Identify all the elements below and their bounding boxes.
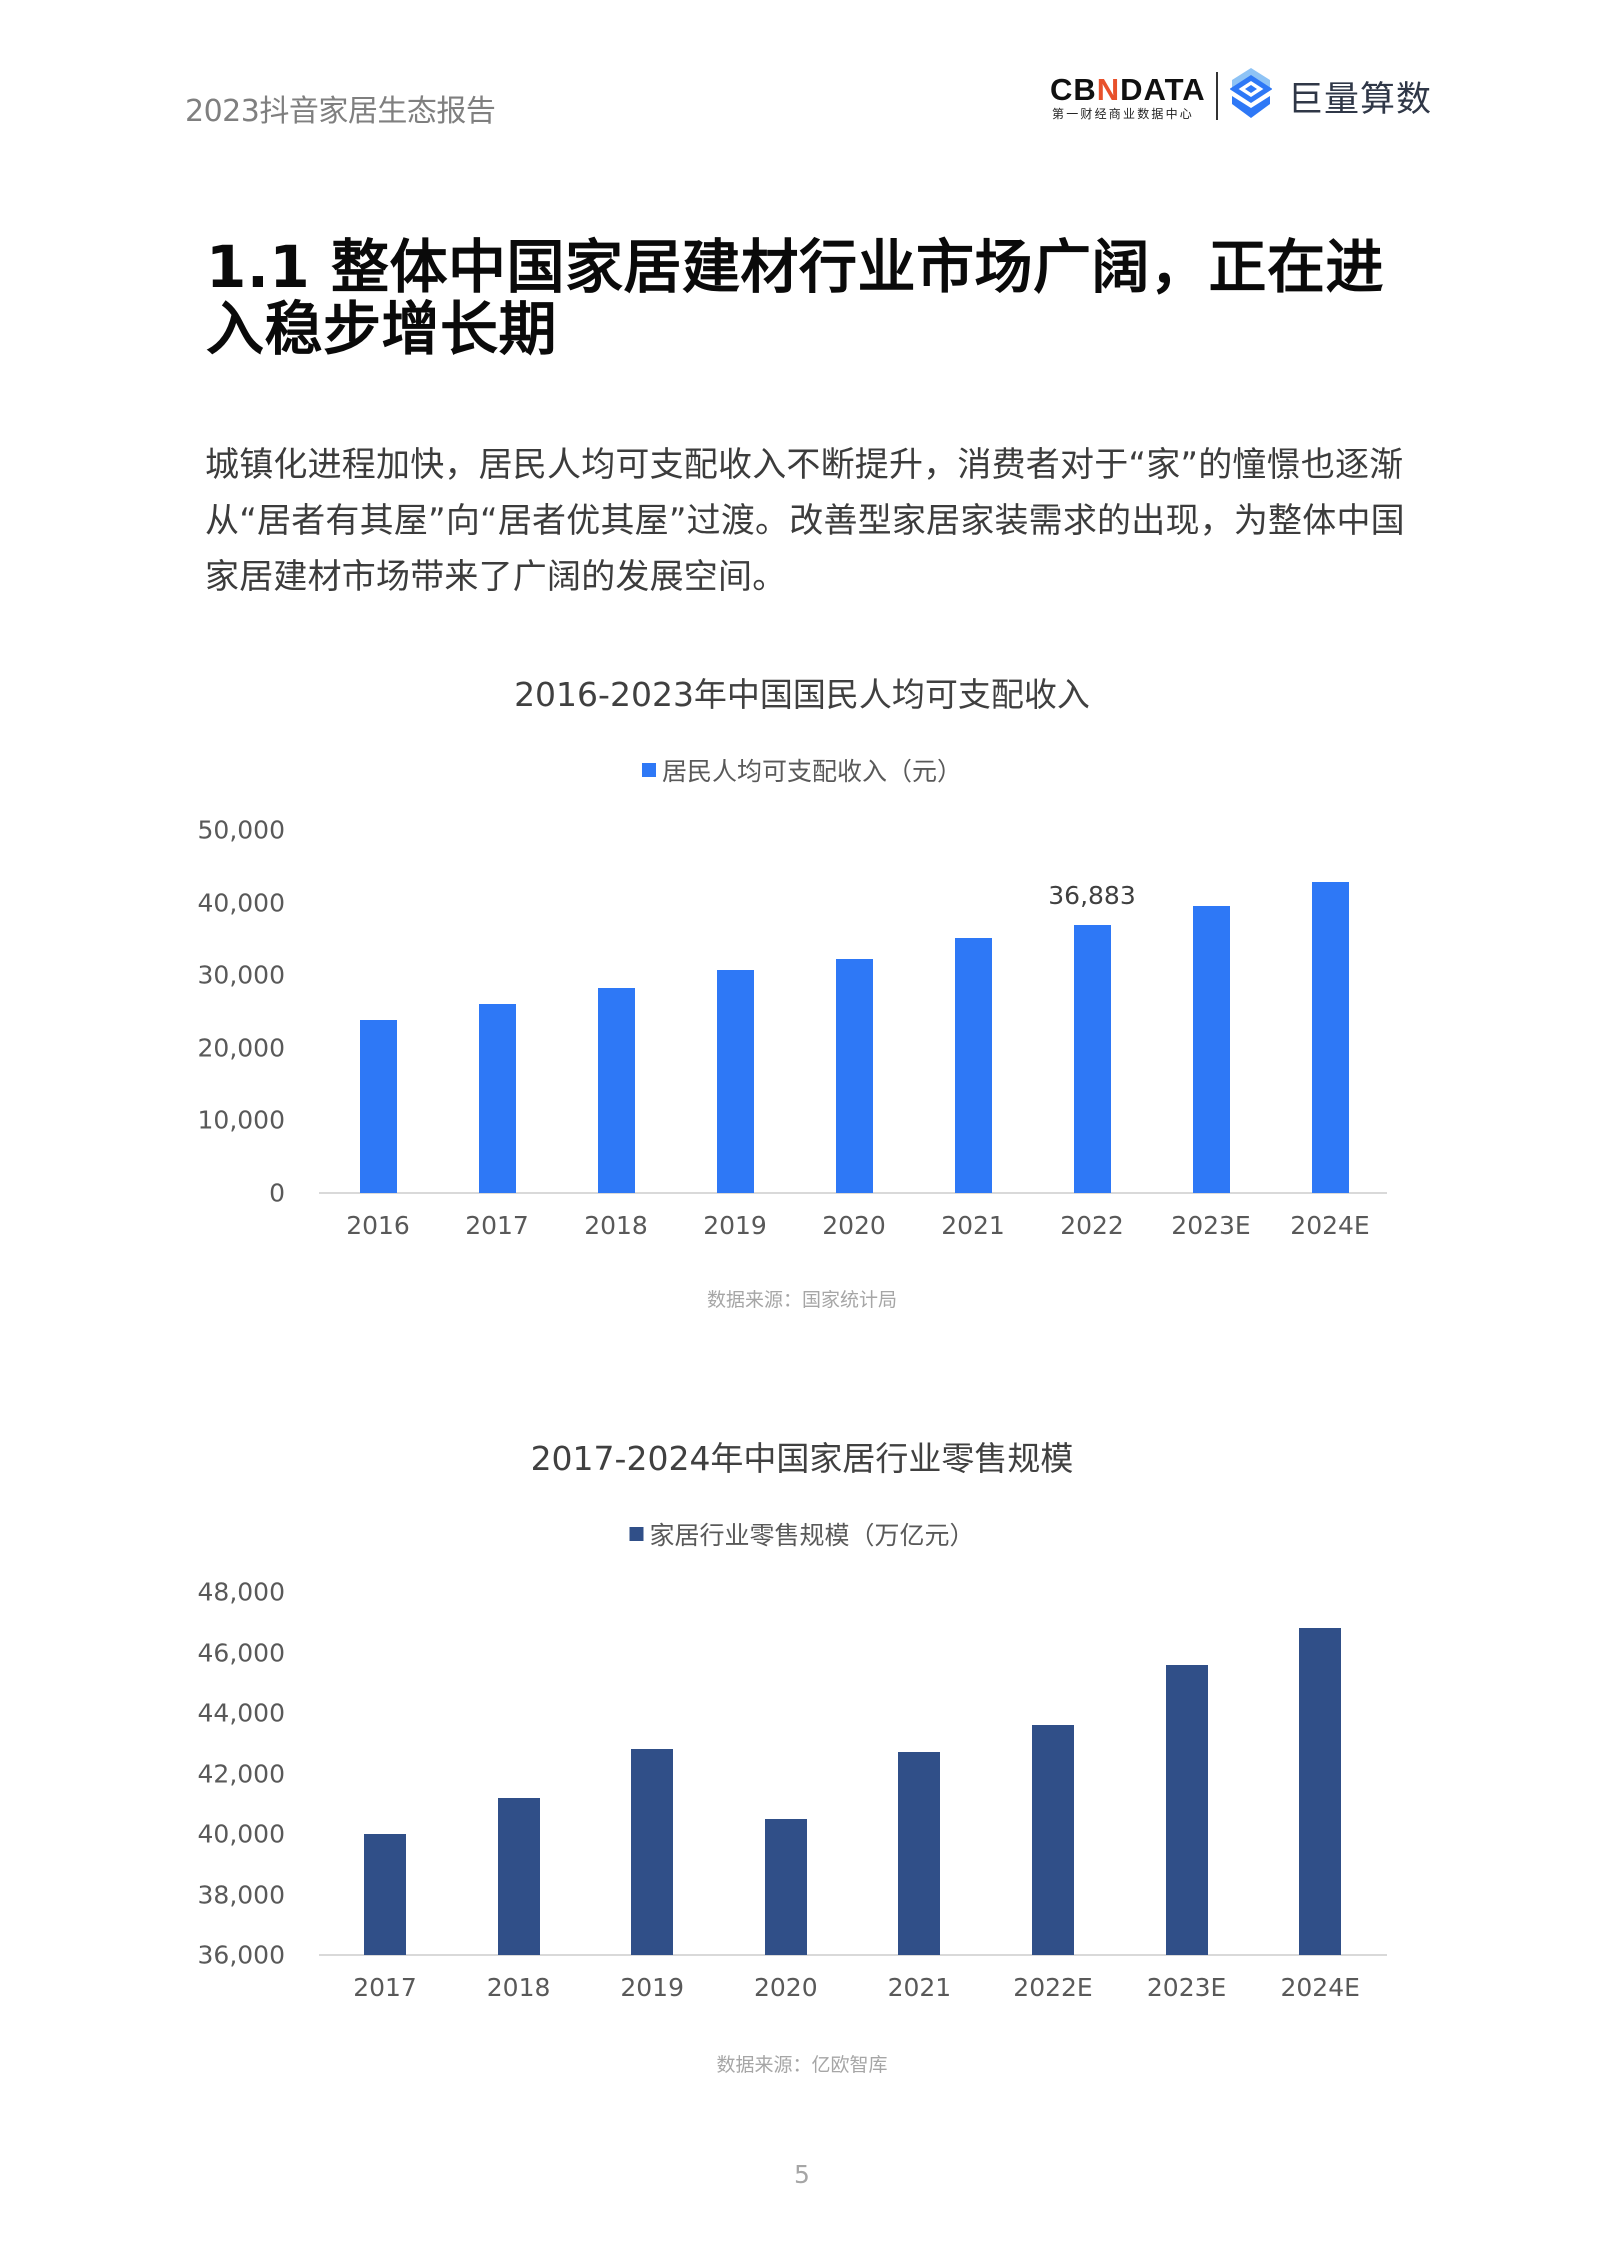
bar-2020: [835, 959, 873, 1193]
x-tick-label: 2021: [887, 1973, 952, 2002]
retail-source: 数据来源：亿欧智库: [716, 2054, 888, 2076]
y-tick-label: 50,000: [197, 815, 285, 845]
cbndata-logo-n: N: [1096, 72, 1121, 107]
bar-2024E: [1311, 882, 1349, 1193]
logo-divider: [1216, 72, 1218, 120]
x-tick-label: 2024E: [1280, 1973, 1360, 2002]
x-tick-label: 2021: [941, 1211, 1005, 1240]
x-tick-label: 2023E: [1171, 1211, 1251, 1240]
legend-label: 家居行业零售规模（万亿元）: [649, 1521, 975, 1550]
bar-2023E: [1192, 905, 1230, 1193]
retail-chart-legend: 家居行业零售规模（万亿元）: [629, 1516, 975, 1552]
y-tick-label: 20,000: [197, 1033, 285, 1063]
y-tick-label: 36,000: [197, 1940, 285, 1970]
report-title: 2023抖音家居生态报告: [185, 94, 496, 129]
x-tick-label: 2023E: [1146, 1973, 1227, 2002]
page-number: 5: [794, 2160, 810, 2189]
income-source: 数据来源：国家统计局: [706, 1289, 898, 1311]
bar-2017: [364, 1834, 406, 1955]
retail-chart-title: 2017-2024年中国家居行业零售规模: [530, 1439, 1074, 1478]
bar-2020: [764, 1818, 807, 1955]
y-tick-label: 46,000: [197, 1638, 285, 1667]
bar-2024E: [1299, 1628, 1342, 1955]
y-tick-label: 42,000: [197, 1759, 285, 1788]
cbndata-logo-subtitle: 第一财经商业数据中心: [1052, 107, 1195, 121]
x-tick-label: 2020: [822, 1211, 886, 1240]
income-chart-legend: 居民人均可支配收入（元）: [641, 752, 963, 788]
x-tick-label: 2017: [353, 1973, 417, 2002]
bar-2021: [954, 937, 992, 1193]
y-tick-label: 30,000: [197, 960, 285, 990]
y-tick-label: 40,000: [197, 888, 285, 918]
y-tick-label: 44,000: [197, 1698, 285, 1728]
x-tick-label: 2016: [346, 1211, 410, 1240]
y-tick-label: 38,000: [197, 1880, 285, 1909]
bar-2019: [631, 1749, 674, 1955]
bar-2023E: [1165, 1664, 1208, 1955]
cbndata-logo: CBNDATA: [1050, 72, 1206, 108]
y-tick-label: 40,000: [197, 1819, 285, 1849]
x-tick-label: 2022E: [1013, 1973, 1093, 2002]
x-tick-label: 2022: [1060, 1211, 1124, 1240]
x-tick-label: 2020: [753, 1973, 818, 2002]
legend-label: 居民人均可支配收入（元）: [661, 757, 963, 786]
bar-2018: [597, 988, 635, 1193]
juliang-logo-icon: [1229, 66, 1273, 120]
page-title: 1.1 整体中国家居建材行业市场广阔，正在进入稳步增长期: [206, 233, 1384, 363]
income-chart-title: 2016-2023年中国国民人均可支配收入: [514, 675, 1090, 714]
legend-swatch-icon: [629, 1527, 644, 1541]
x-tick-label: 2019: [620, 1973, 684, 2002]
income-data-label: 36,883: [1048, 881, 1136, 911]
income-x-axis-line: [319, 1192, 1387, 1194]
y-tick-label: 10,000: [197, 1105, 285, 1135]
x-tick-label: 2018: [486, 1973, 551, 2002]
x-tick-label: 2018: [584, 1211, 648, 1240]
bar-2022: [1073, 925, 1111, 1193]
x-tick-label: 2019: [703, 1211, 767, 1240]
x-tick-label: 2024E: [1290, 1211, 1370, 1240]
bar-2017: [478, 1004, 516, 1193]
bar-2021: [898, 1752, 941, 1955]
x-tick-label: 2017: [465, 1211, 529, 1240]
intro-paragraph: 城镇化进程加快，居民人均可支配收入不断提升，消费者对于“家”的憧憬也逐渐从“居者…: [205, 445, 1405, 597]
cbndata-logo-suffix: DATA: [1120, 72, 1206, 107]
bar-2022E: [1032, 1725, 1074, 1955]
y-tick-label: 0: [269, 1178, 285, 1208]
bar-2019: [716, 969, 754, 1193]
bar-2016: [359, 1020, 397, 1193]
legend-swatch-icon: [641, 763, 656, 777]
bar-2018: [497, 1797, 540, 1955]
juliang-logo-text: 巨量算数: [1288, 80, 1433, 120]
cbndata-logo-prefix: CB: [1050, 72, 1097, 107]
retail-x-axis-line: [319, 1954, 1387, 1956]
y-tick-label: 48,000: [197, 1577, 285, 1607]
